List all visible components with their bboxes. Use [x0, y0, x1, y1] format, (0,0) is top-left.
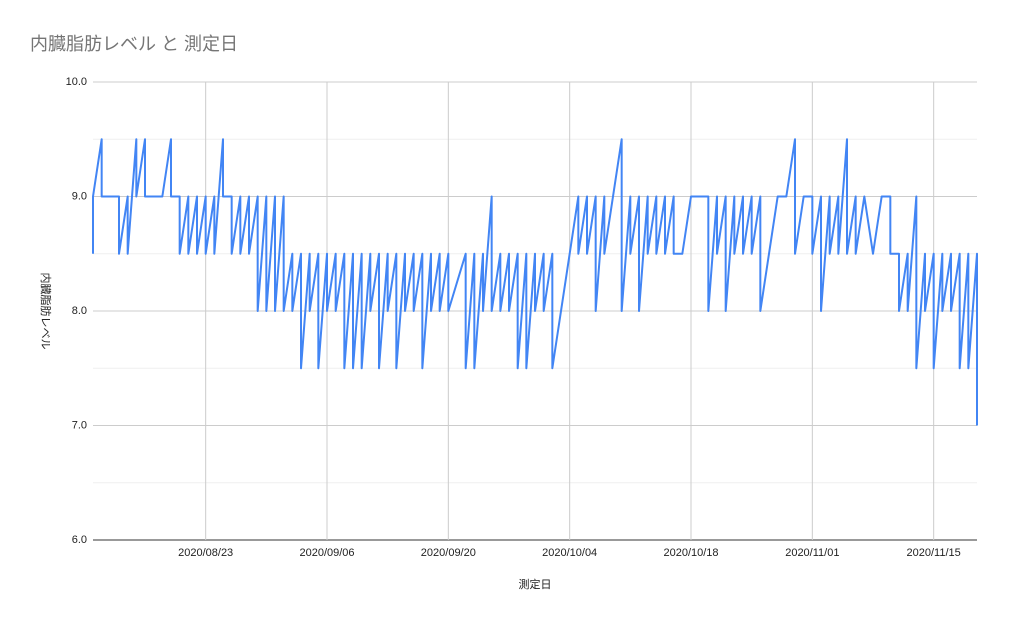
x-tick-label: 2020/08/23: [178, 547, 233, 559]
x-tick-label: 2020/11/01: [785, 547, 839, 559]
x-tick-label: 2020/10/18: [663, 547, 718, 559]
y-tick-label: 10.0: [66, 76, 87, 88]
y-tick-label: 6.0: [72, 534, 87, 546]
y-tick-label: 8.0: [72, 305, 87, 317]
y-tick-label: 9.0: [72, 190, 87, 202]
data-line: [92, 138, 978, 426]
y-tick-label: 7.0: [72, 419, 87, 431]
chart-title: 内臓脂肪レベル と 測定日: [30, 34, 238, 54]
x-tick-label: 2020/09/20: [421, 547, 476, 559]
x-axis-label: 測定日: [519, 577, 552, 591]
x-tick-label: 2020/09/06: [299, 547, 354, 559]
x-tick-label: 2020/10/04: [542, 547, 597, 559]
y-axis-label: 内臓脂肪レベル: [39, 273, 53, 350]
x-tick-label: 2020/11/15: [907, 547, 961, 559]
